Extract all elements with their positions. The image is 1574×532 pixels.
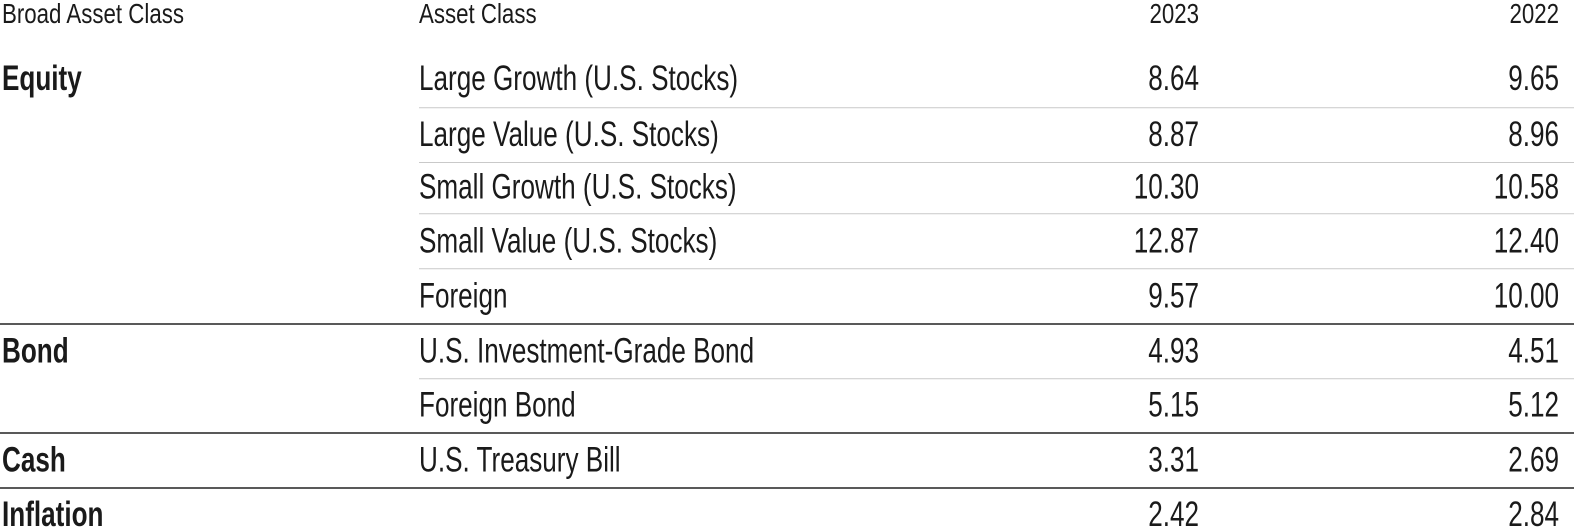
svg-text:Broad Asset Class: Broad Asset Class [2, 0, 184, 29]
svg-text:8.87: 8.87 [1148, 115, 1199, 154]
svg-text:Inflation: Inflation [2, 495, 103, 532]
svg-text:Equity: Equity [2, 59, 82, 98]
svg-text:5.15: 5.15 [1148, 386, 1199, 425]
svg-text:Asset Class: Asset Class [419, 0, 537, 29]
svg-text:Large Growth (U.S. Stocks): Large Growth (U.S. Stocks) [419, 59, 738, 98]
svg-text:Small Growth (U.S. Stocks): Small Growth (U.S. Stocks) [419, 167, 737, 206]
svg-text:U.S. Treasury Bill: U.S. Treasury Bill [419, 441, 621, 480]
svg-text:Foreign Bond: Foreign Bond [419, 386, 576, 425]
svg-text:2.69: 2.69 [1508, 441, 1559, 480]
svg-text:U.S. Investment-Grade Bond: U.S. Investment-Grade Bond [419, 331, 754, 370]
svg-text:2.84: 2.84 [1508, 495, 1559, 532]
svg-text:10.58: 10.58 [1494, 167, 1559, 206]
svg-text:2023: 2023 [1149, 0, 1199, 29]
svg-text:8.96: 8.96 [1508, 115, 1559, 154]
svg-text:8.64: 8.64 [1148, 59, 1199, 98]
svg-text:4.51: 4.51 [1508, 331, 1559, 370]
svg-text:4.93: 4.93 [1148, 331, 1199, 370]
svg-text:10.00: 10.00 [1494, 276, 1559, 315]
svg-text:Cash: Cash [2, 441, 66, 480]
svg-text:2.42: 2.42 [1148, 495, 1199, 532]
svg-text:2022: 2022 [1509, 0, 1559, 29]
svg-text:Foreign: Foreign [419, 276, 507, 315]
svg-text:12.40: 12.40 [1494, 221, 1559, 260]
svg-text:12.87: 12.87 [1134, 221, 1199, 260]
svg-text:5.12: 5.12 [1508, 386, 1559, 425]
svg-text:3.31: 3.31 [1148, 441, 1199, 480]
svg-text:10.30: 10.30 [1134, 167, 1199, 206]
svg-text:Large Value (U.S. Stocks): Large Value (U.S. Stocks) [419, 115, 719, 154]
svg-text:9.57: 9.57 [1148, 276, 1199, 315]
svg-text:Small Value (U.S. Stocks): Small Value (U.S. Stocks) [419, 221, 717, 260]
svg-text:9.65: 9.65 [1508, 59, 1559, 98]
svg-text:Bond: Bond [2, 331, 69, 370]
